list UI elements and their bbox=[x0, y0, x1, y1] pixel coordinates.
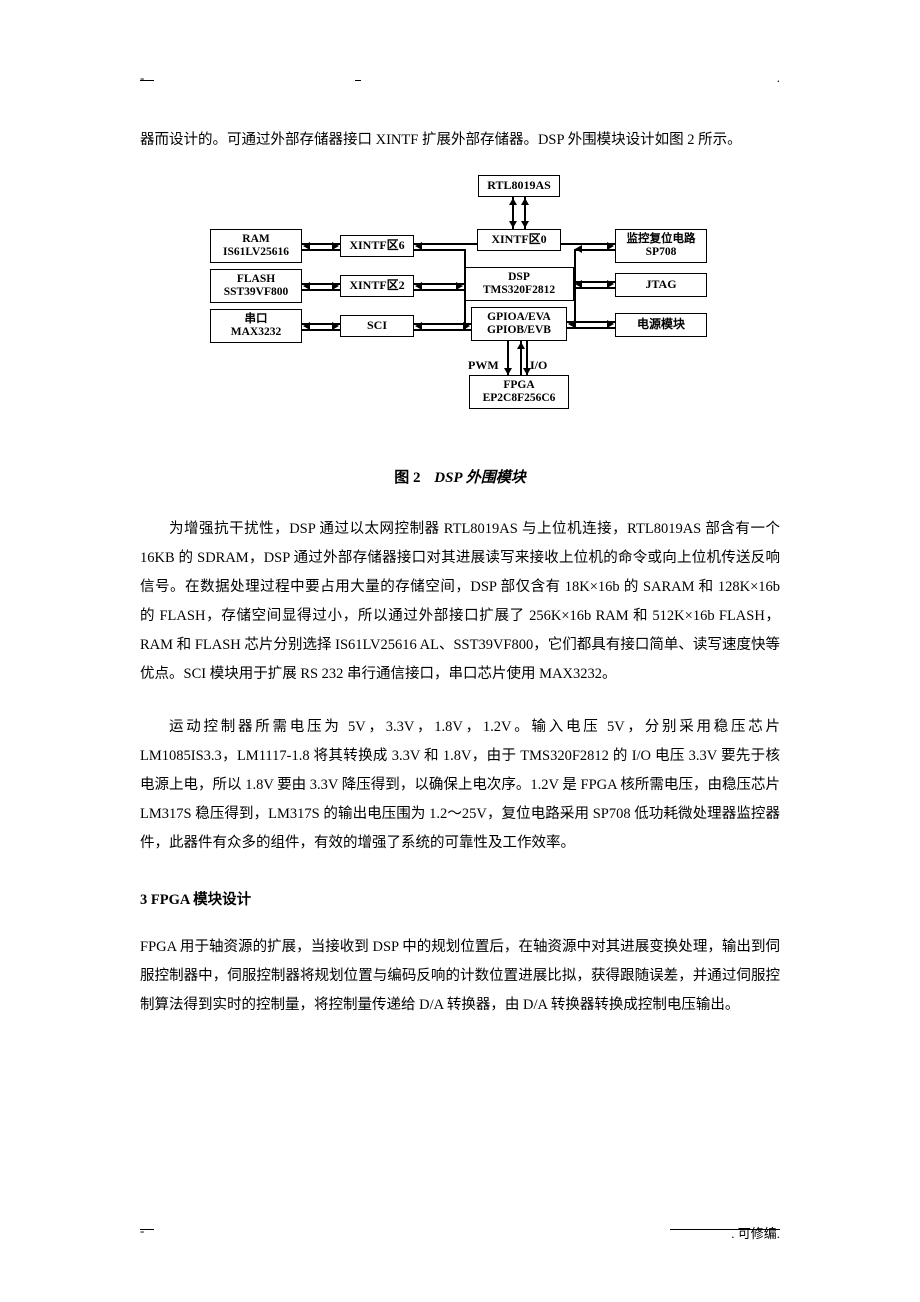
footer-right: . 可修编. bbox=[731, 1223, 780, 1242]
label-pwm: PWM bbox=[468, 353, 499, 377]
page-content: - . 器而设计的。可通过外部存储器接口 XINTF 扩展外部存储器。DSP 外… bbox=[0, 0, 920, 1076]
arrow bbox=[509, 221, 517, 228]
caption-num: 图 2 bbox=[394, 470, 420, 486]
arrow bbox=[509, 198, 517, 205]
node-x6: XINTF区6 bbox=[340, 235, 414, 257]
node-dsp: DSP TMS320F2812 bbox=[464, 267, 574, 301]
paragraph-3: 运动控制器所需电压为 5V，3.3V，1.8V，1.2V。输入电压 5V，分别采… bbox=[140, 713, 780, 858]
node-gpio: GPIOA/EVA GPIOB/EVB bbox=[471, 307, 567, 341]
node-uart: 串口 MAX3232 bbox=[210, 309, 302, 343]
label-io: I/O bbox=[530, 353, 547, 377]
paragraph-4: FPGA 用于轴资源的扩展，当接收到 DSP 中的规划位置后，在轴资源中对其进展… bbox=[140, 933, 780, 1020]
header-left: - bbox=[140, 70, 144, 86]
node-flash: FLASH SST39VF800 bbox=[210, 269, 302, 303]
header-marks: - . bbox=[140, 70, 780, 86]
node-ram: RAM IS61LV25616 bbox=[210, 229, 302, 263]
node-reset: 监控复位电路 SP708 bbox=[615, 229, 707, 263]
body-text: 器而设计的。可通过外部存储器接口 XINTF 扩展外部存储器。DSP 外围模块设… bbox=[140, 126, 780, 1020]
figure-caption: 图 2 DSP 外围模块 bbox=[210, 463, 710, 493]
paragraph-2: 为增强抗干扰性，DSP 通过以太网控制器 RTL8019AS 与上位机连接，RT… bbox=[140, 515, 780, 689]
arrow bbox=[521, 221, 529, 228]
node-power: 电源模块 bbox=[615, 313, 707, 337]
diagram-svg: RTL8019AS RAM IS61LV25616 XINTF区6 bbox=[210, 175, 710, 455]
header-right: . bbox=[777, 70, 780, 86]
node-x2: XINTF区2 bbox=[340, 275, 414, 297]
node-fpga: FPGA EP2C8F256C6 bbox=[469, 375, 569, 409]
node-jtag: JTAG bbox=[615, 273, 707, 297]
footer: - . 可修编. bbox=[140, 1223, 780, 1242]
node-sci: SCI bbox=[340, 315, 414, 337]
figure-2: RTL8019AS RAM IS61LV25616 XINTF区6 bbox=[210, 175, 710, 493]
node-x0: XINTF区0 bbox=[477, 229, 561, 251]
intro-paragraph: 器而设计的。可通过外部存储器接口 XINTF 扩展外部存储器。DSP 外围模块设… bbox=[140, 126, 780, 155]
footer-left: - bbox=[140, 1223, 144, 1242]
node-rtl: RTL8019AS bbox=[478, 175, 560, 197]
arrow bbox=[521, 198, 529, 205]
section-3-heading: 3 FPGA 模块设计 bbox=[140, 886, 780, 915]
caption-title: DSP 外围模块 bbox=[434, 470, 526, 486]
